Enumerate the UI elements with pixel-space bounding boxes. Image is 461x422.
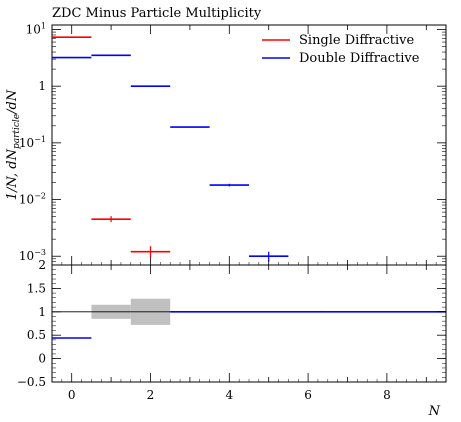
main-y-tick-label: 1 <box>38 79 46 93</box>
legend-entry-single-diffractive: Single Diffractive <box>262 33 415 48</box>
ratio-series-double-diffractive <box>52 310 446 339</box>
legend-entry-double-diffractive: Double Diffractive <box>262 51 420 66</box>
main-y-axis-label: 1/N, dNparticle/dN <box>5 89 22 200</box>
x-tick-label: 4 <box>225 388 233 402</box>
main-y-tick-label: 10−2 <box>19 192 46 207</box>
ratio-y-tick-label: 0.5 <box>27 328 46 342</box>
main-y-tick-label: 101 <box>26 21 46 36</box>
x-tick-label: 2 <box>147 388 155 402</box>
main-panel-data <box>52 36 289 262</box>
legend-label-double-diffractive: Double Diffractive <box>299 51 420 66</box>
series-single-diffractive <box>52 36 171 258</box>
main-y-tick-label: 10−3 <box>19 248 46 263</box>
legend: Single Diffractive Double Diffractive <box>262 33 420 66</box>
ratio-panel-data <box>52 310 446 339</box>
x-tick-labels: 0 2 4 6 8 <box>68 388 391 402</box>
ratio-panel-frame <box>51 264 447 383</box>
x-tick-label: 8 <box>383 388 391 402</box>
x-tick-label: 6 <box>304 388 312 402</box>
main-y-tick-labels: 101 1 10−1 10−2 10−3 <box>19 21 46 263</box>
ratio-panel-ticks <box>51 262 447 383</box>
ratio-panel: −0.5 0 0.5 1 1.5 2 0 2 4 6 8 <box>17 258 447 402</box>
x-axis-label: N <box>428 404 441 419</box>
ratio-y-tick-label: 0 <box>38 352 46 366</box>
series-double-diffractive <box>52 54 289 262</box>
x-tick-label: 0 <box>68 388 76 402</box>
ratio-y-tick-labels: −0.5 0 0.5 1 1.5 2 <box>17 258 46 389</box>
ratio-y-tick-label: 1 <box>38 305 46 319</box>
ratio-y-tick-label: −0.5 <box>17 375 46 389</box>
ratio-y-tick-label: 1.5 <box>27 281 46 295</box>
legend-label-single-diffractive: Single Diffractive <box>299 33 415 48</box>
ratio-y-tick-label: 2 <box>38 258 46 272</box>
chart-title: ZDC Minus Particle Multiplicity <box>52 6 262 21</box>
main-y-tick-label: 10−1 <box>19 135 46 150</box>
